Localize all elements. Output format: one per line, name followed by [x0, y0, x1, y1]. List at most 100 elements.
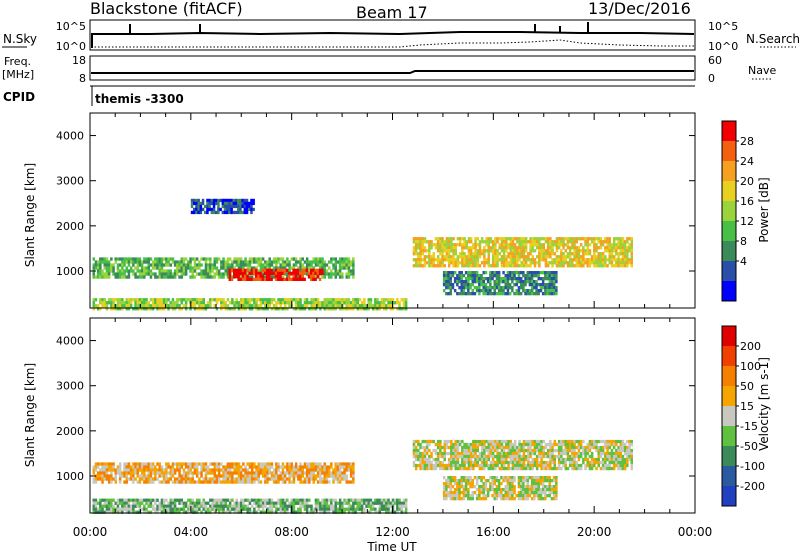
power-cell: [222, 304, 225, 307]
velocity-cell: [346, 508, 349, 511]
power-cell: [547, 246, 550, 249]
velocity-cell: [172, 480, 175, 483]
velocity-cell: [531, 497, 534, 500]
velocity-cell: [214, 474, 217, 477]
power-cell: [479, 255, 482, 258]
velocity-cell: [496, 476, 499, 479]
power-cell: [156, 304, 159, 307]
velocity-cell: [511, 482, 513, 485]
velocity-cell: [511, 497, 513, 500]
power-cell: [507, 246, 510, 249]
velocity-cell: [532, 467, 535, 470]
velocity-cell: [503, 449, 506, 452]
power-cell: [422, 249, 425, 252]
velocity-cell: [266, 468, 269, 471]
velocity-cell: [238, 471, 241, 474]
velocity-cell: [258, 468, 261, 471]
power-cell: [193, 202, 196, 205]
power-cell: [170, 301, 173, 304]
power-cell: [159, 304, 162, 307]
power-cell: [209, 266, 212, 269]
velocity-cell: [284, 502, 287, 505]
power-cell: [496, 258, 499, 261]
power-cell: [615, 261, 618, 264]
power-cell: [275, 301, 278, 304]
velocity-cell: [108, 505, 111, 508]
power-cell: [174, 263, 177, 266]
power-cell: [463, 274, 466, 277]
velocity-cell: [321, 465, 324, 468]
velocity-cell: [455, 464, 458, 467]
power-cell: [437, 249, 440, 252]
velocity-cell: [511, 479, 513, 482]
velocity-cell: [249, 465, 252, 468]
velocity-cell: [496, 461, 499, 464]
velocity-cell: [567, 455, 570, 458]
velocity-cell: [266, 465, 269, 468]
power-cell: [239, 208, 242, 211]
velocity-cell: [240, 477, 243, 480]
velocity-cell: [611, 452, 614, 455]
velocity-cell: [352, 480, 355, 483]
velocity-cell: [560, 455, 563, 458]
velocity-cell: [461, 497, 464, 500]
velocity-cell: [457, 446, 460, 449]
velocity-cell: [456, 494, 459, 497]
power-cell: [512, 255, 515, 258]
power-cell: [511, 274, 513, 277]
power-cell: [450, 258, 453, 261]
power-cell: [191, 211, 194, 214]
velocity-cell: [326, 502, 329, 505]
power-cell: [496, 252, 499, 255]
velocity-cell: [341, 471, 344, 474]
power-cell: [363, 298, 366, 301]
power-cell: [573, 255, 576, 258]
velocity-cell: [240, 505, 243, 508]
power-cell: [350, 301, 353, 304]
power-cell: [426, 249, 429, 252]
velocity-cell: [163, 505, 166, 508]
power-cell: [551, 264, 554, 267]
velocity-cell: [277, 502, 280, 505]
velocity-cell: [170, 474, 173, 477]
power-cell: [417, 261, 420, 264]
power-cell: [387, 304, 390, 307]
power-cell: [343, 266, 346, 269]
velocity-cell: [95, 502, 98, 505]
velocity-cell: [469, 485, 472, 488]
nave-tick-top: 60: [708, 54, 722, 67]
velocity-cell: [150, 462, 153, 465]
velocity-cell: [620, 449, 623, 452]
velocity-cell: [450, 485, 453, 488]
power-cell: [205, 260, 208, 263]
velocity-cell: [606, 452, 609, 455]
velocity-cell: [485, 485, 488, 488]
power-cell: [269, 298, 272, 301]
power-cell: [97, 275, 100, 278]
velocity-cell: [313, 508, 316, 511]
velocity-cell: [463, 467, 466, 470]
power-cell: [510, 243, 513, 246]
velocity-cell: [299, 471, 302, 474]
power-cell: [244, 202, 247, 205]
freq-tick-bottom: 8: [79, 72, 86, 85]
power-cell: [310, 275, 313, 278]
velocity-cell: [145, 502, 148, 505]
power-cell: [498, 271, 501, 274]
velocity-cell: [478, 494, 481, 497]
power-cell: [569, 255, 572, 258]
power-cell: [593, 237, 596, 240]
velocity-cell: [529, 449, 532, 452]
velocity-cell: [503, 446, 506, 449]
power-cell: [266, 301, 269, 304]
velocity-cell: [452, 491, 455, 494]
velocity-cell: [152, 471, 155, 474]
power-cell: [498, 277, 501, 280]
velocity-cell: [220, 462, 223, 465]
velocity-cell: [507, 443, 510, 446]
velocity-cell: [167, 502, 170, 505]
velocity-cell: [332, 480, 335, 483]
power-cell: [538, 243, 541, 246]
power-cell: [163, 272, 166, 275]
power-cell: [458, 277, 461, 280]
